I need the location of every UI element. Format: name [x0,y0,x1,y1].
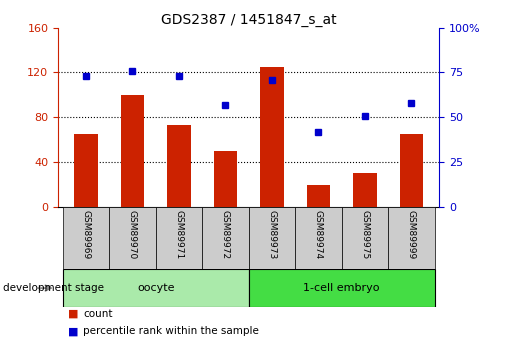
Text: ■: ■ [68,326,79,336]
Bar [400,134,423,207]
Text: GSM89975: GSM89975 [361,210,370,259]
Bar [74,134,97,207]
Text: 1-cell embryo: 1-cell embryo [304,283,380,293]
Text: percentile rank within the sample: percentile rank within the sample [83,326,259,336]
Bar [63,207,109,269]
Bar [167,125,190,207]
Bar [249,269,435,307]
Bar [121,95,144,207]
Bar [214,151,237,207]
Bar [202,207,249,269]
Bar [156,207,202,269]
Text: oocyte: oocyte [137,283,174,293]
Text: ■: ■ [68,309,79,319]
Text: GSM89973: GSM89973 [268,210,276,259]
Bar [249,207,295,269]
Bar [63,269,249,307]
Bar [307,185,330,207]
Bar [295,207,342,269]
Bar [388,207,435,269]
Text: GSM89969: GSM89969 [81,210,90,259]
Text: GSM89971: GSM89971 [174,210,183,259]
Text: GSM89972: GSM89972 [221,210,230,259]
Text: development stage: development stage [3,283,104,293]
Text: GSM89974: GSM89974 [314,210,323,259]
Title: GDS2387 / 1451847_s_at: GDS2387 / 1451847_s_at [161,12,336,27]
Bar [354,173,377,207]
Text: GSM89999: GSM89999 [407,210,416,259]
Bar [109,207,156,269]
Bar [342,207,388,269]
Text: GSM89970: GSM89970 [128,210,137,259]
Bar [261,67,284,207]
Text: count: count [83,309,113,319]
